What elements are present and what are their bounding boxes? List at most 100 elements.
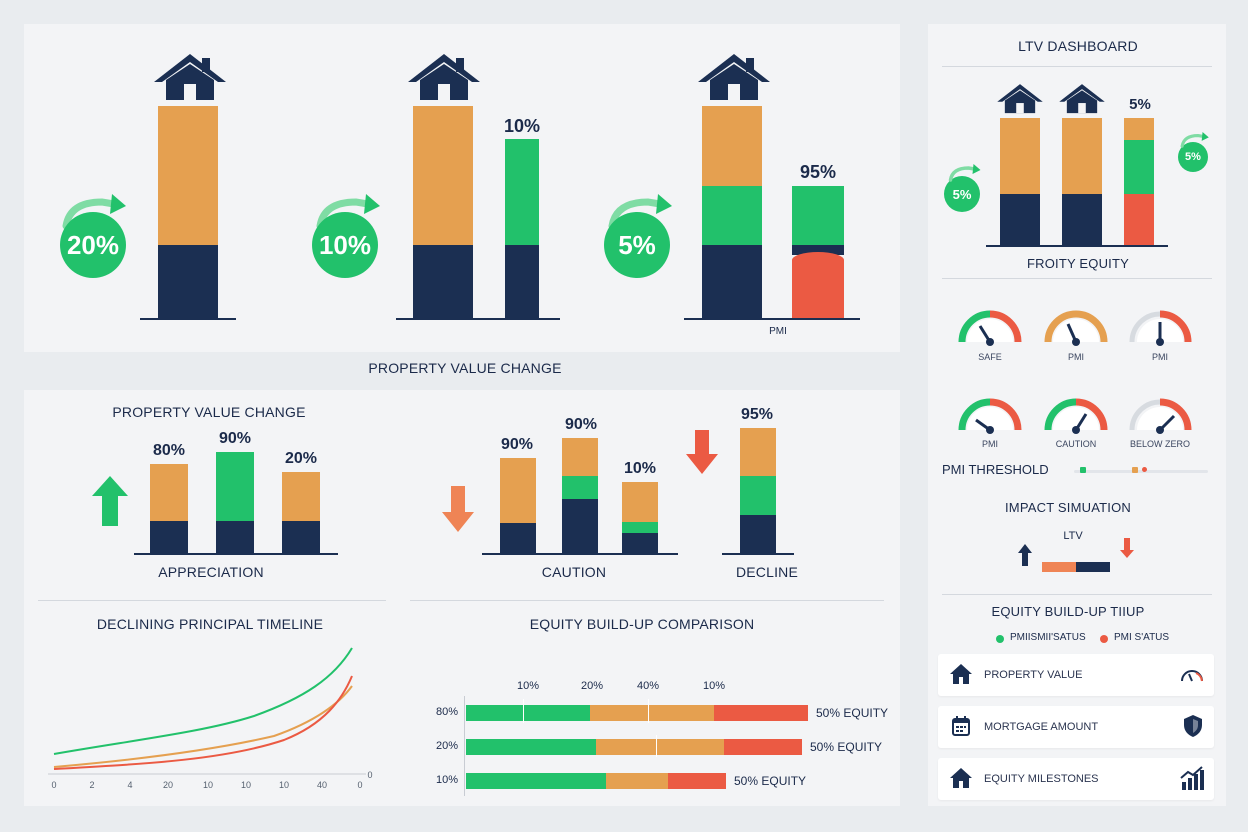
sidebar-panel: LTV DASHBOARD 5% 5% 5% FROITY EQUITY — [928, 24, 1226, 806]
speedometer-icon — [1181, 670, 1203, 682]
group-label: CAUTION — [541, 564, 607, 580]
x-tick: 10 — [278, 780, 289, 790]
bar-value-label: 90% — [218, 430, 252, 447]
group-label: APPRECIATION — [158, 564, 264, 580]
bar-change — [702, 186, 762, 245]
house-icon — [950, 664, 972, 684]
gauge-label: PMI — [1151, 352, 1168, 362]
bottom-panel: PROPERTY VALUE CHANGE 80% 90% 20% APPREC… — [24, 390, 900, 806]
gauge-label: SAFE — [978, 352, 1002, 362]
slider-marker-green[interactable] — [1080, 467, 1086, 473]
bar-loan — [1062, 194, 1102, 246]
bar-value-label: 95% — [799, 162, 837, 182]
y-tick: 0 — [367, 770, 373, 780]
house-icon — [1059, 84, 1105, 114]
baseline — [684, 318, 860, 320]
baseline — [986, 245, 1168, 247]
card-label: MORTGAGE AMOUNT — [984, 721, 1099, 733]
top-tick: 10% — [702, 680, 726, 692]
house-icon — [408, 54, 480, 100]
top-tick: 10% — [516, 680, 540, 692]
bar-equity — [622, 482, 658, 522]
bar-value-label: 90% — [564, 416, 598, 433]
legend-dot-green — [996, 635, 1004, 643]
row-end-label: 50% EQUITY — [816, 706, 889, 720]
bar-segment-green — [466, 705, 590, 721]
gauge-label: BELOW ZERO — [1129, 439, 1190, 449]
house-icon — [698, 54, 770, 100]
house-icon — [154, 54, 226, 100]
divider — [410, 600, 884, 601]
gauge-caution — [1044, 398, 1108, 434]
pmi-threshold-label: PMI THRESHOLD — [942, 462, 1049, 477]
percent-circle: 5% — [604, 212, 670, 278]
bar-value-label: 10% — [623, 460, 657, 477]
baseline — [140, 318, 236, 320]
gauge-label: PMI — [1067, 352, 1084, 362]
top-tick: 40% — [636, 680, 660, 692]
bar-equity — [1062, 118, 1102, 194]
bar-loan — [150, 521, 188, 553]
bar-equity — [562, 438, 598, 476]
bar-segment-orange — [590, 705, 714, 721]
series-line-green — [53, 647, 353, 755]
bar-value-label: 90% — [500, 436, 534, 453]
house-icon — [997, 84, 1043, 114]
equity-milestones-card[interactable]: EQUITY MILESTONES — [938, 758, 1214, 800]
calendar-icon — [952, 716, 970, 736]
bar-loan — [500, 523, 536, 553]
gauge-label: CAUTION — [1055, 439, 1097, 449]
divider — [942, 66, 1212, 67]
bar-loan — [562, 499, 598, 553]
group-label: DECLINE — [735, 564, 799, 580]
series-line-red — [53, 675, 353, 770]
equity-title: EQUITY BUILD-UP TIIUP — [991, 604, 1145, 619]
dashboard-title: LTV DASHBOARD — [1018, 38, 1138, 54]
slider-marker-orange[interactable] — [1132, 467, 1138, 473]
bar-pmi — [792, 252, 844, 318]
legend-label: PMI S'ATUS — [1114, 632, 1170, 643]
bar-equity — [150, 464, 188, 521]
x-tick: 2 — [89, 780, 95, 790]
bar-loan — [216, 521, 254, 553]
bar-change — [1124, 140, 1154, 194]
segment-divider — [648, 699, 649, 723]
row-label: 20% — [435, 740, 458, 752]
section-title: PROPERTY VALUE CHANGE — [112, 404, 306, 420]
row-end-label: 50% EQUITY — [734, 774, 807, 788]
pmi-threshold-slider[interactable] — [1074, 470, 1208, 473]
row-label: 80% — [435, 706, 458, 718]
ltv-bar-navy — [1076, 562, 1110, 572]
bar-change — [505, 139, 539, 245]
divider — [942, 594, 1212, 595]
mortgage-amount-card[interactable]: MORTGAGE AMOUNT — [938, 706, 1214, 748]
bar-value-label: 5% — [1129, 96, 1151, 113]
chart-caption: FROITY EQUITY — [1026, 256, 1130, 271]
bar-value-label: 20% — [284, 450, 318, 467]
gauge-safe — [958, 310, 1022, 346]
baseline — [482, 553, 678, 555]
pmi-label: PMI — [769, 326, 787, 337]
row-end-label: 50% EQUITY — [810, 740, 883, 754]
arrow-down-icon — [686, 430, 718, 474]
bar-value-label: 10% — [503, 116, 541, 136]
segment-divider — [523, 699, 524, 723]
row-label: 10% — [435, 774, 458, 786]
bar-equity — [282, 472, 320, 521]
comparison-axis — [464, 696, 465, 796]
arrow-arc-icon — [948, 164, 981, 182]
section-caption: PROPERTY VALUE CHANGE — [368, 360, 562, 376]
arrow-up-icon — [92, 476, 128, 526]
bar-segment-orange — [606, 773, 668, 789]
bar-segment-green — [466, 739, 596, 755]
slider-marker-red[interactable] — [1142, 467, 1147, 472]
bar-equity — [500, 458, 536, 523]
property-value-card[interactable]: PROPERTY VALUE — [938, 654, 1214, 696]
timeline-title: DECLINING PRINCIPAL TIMELINE — [96, 616, 324, 632]
bar-value-label: 95% — [740, 406, 774, 423]
x-tick: 10 — [202, 780, 213, 790]
gauge-pmi — [958, 398, 1022, 434]
bar-loan — [282, 521, 320, 553]
percent-circle: 5% — [944, 176, 980, 212]
gauge-pmi — [1129, 310, 1192, 346]
